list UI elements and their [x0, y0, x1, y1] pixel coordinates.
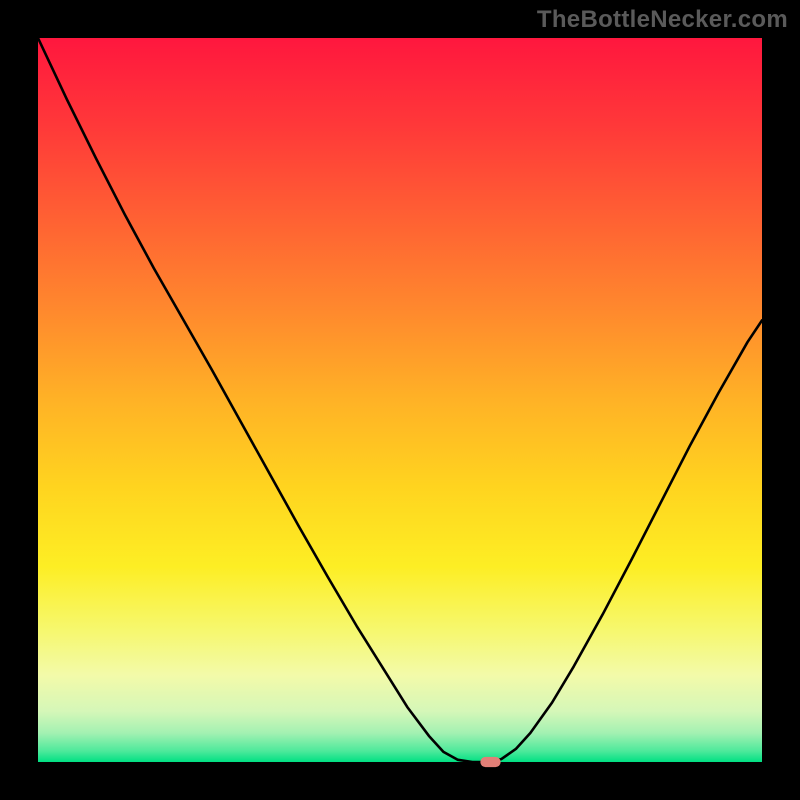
chart-plot-area: [38, 38, 762, 762]
bottleneck-chart: TheBottleNecker.com: [0, 0, 800, 800]
optimal-point-marker: [480, 757, 500, 767]
chart-svg: [0, 0, 800, 800]
attribution-watermark: TheBottleNecker.com: [537, 6, 788, 34]
